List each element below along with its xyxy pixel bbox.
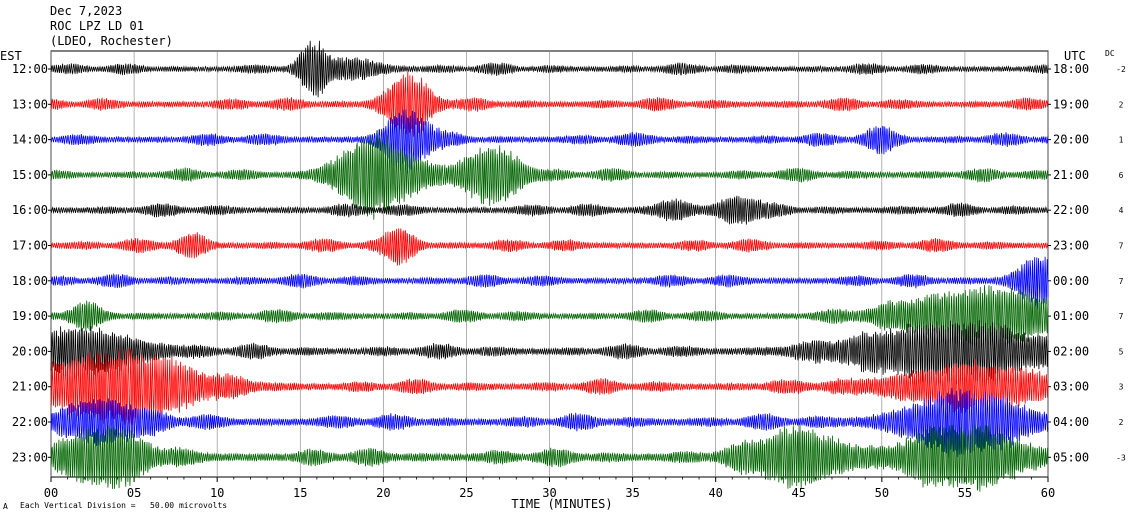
dc-offset-value: -3 <box>1116 453 1126 462</box>
x-axis-label: TIME (MINUTES) <box>511 497 612 511</box>
chart-date: Dec 7,2023 <box>50 4 123 18</box>
dc-offset-value: -2 <box>1116 65 1126 74</box>
est-hour-label: 19:00 <box>12 309 48 323</box>
est-hour-label: 23:00 <box>12 450 48 464</box>
dc-offset-value: 1 <box>1119 136 1124 145</box>
x-tick-label: 00 <box>44 486 58 500</box>
utc-hour-label: 04:00 <box>1053 415 1089 429</box>
trace-row-2000 <box>50 320 1049 384</box>
est-hour-label: 16:00 <box>12 203 48 217</box>
est-hour-label: 17:00 <box>12 239 48 253</box>
trace-row-1900 <box>50 285 1049 347</box>
utc-hour-label: 18:00 <box>1053 62 1089 76</box>
est-hour-label: 12:00 <box>12 62 48 76</box>
utc-hour-label: 01:00 <box>1053 309 1089 323</box>
trace-row-1300 <box>50 71 1049 137</box>
trace-row-1800 <box>50 256 1049 309</box>
trace-row-2100 <box>50 348 1049 425</box>
seismic-traces <box>50 40 1049 492</box>
dc-offset-label: DC <box>1105 49 1115 58</box>
utc-hour-label: 02:00 <box>1053 344 1089 358</box>
x-tick-label: 20 <box>376 486 390 500</box>
dc-offset-value: 2 <box>1119 418 1124 427</box>
utc-hour-label: 03:00 <box>1053 380 1089 394</box>
x-tick-label: 10 <box>210 486 224 500</box>
dc-offset-value: 4 <box>1119 206 1124 215</box>
dc-offset-value: 2 <box>1119 100 1124 109</box>
scale-mark: A <box>3 502 8 511</box>
chart-network: (LDEO, Rochester) <box>50 34 173 48</box>
utc-hour-label: 19:00 <box>1053 97 1089 111</box>
trace-row-1200 <box>50 40 1049 98</box>
dc-offset-value: 7 <box>1119 277 1124 286</box>
trace-row-1600 <box>50 195 1049 225</box>
x-tick-label: 30 <box>542 486 556 500</box>
utc-hour-label: 22:00 <box>1053 203 1089 217</box>
utc-hour-label: 21:00 <box>1053 168 1089 182</box>
trace-row-1400 <box>50 109 1049 174</box>
chart-station: ROC LPZ LD 01 <box>50 19 144 33</box>
x-tick-label: 60 <box>1041 486 1055 500</box>
trace-row-1500 <box>50 130 1049 220</box>
dc-offset-value: 5 <box>1119 347 1124 356</box>
dc-offset-value: 7 <box>1119 242 1124 251</box>
est-hour-label: 13:00 <box>12 97 48 111</box>
utc-hour-label: 05:00 <box>1053 450 1089 464</box>
x-tick-label: 50 <box>875 486 889 500</box>
est-hour-label: 20:00 <box>12 344 48 358</box>
dc-offset-value: 3 <box>1119 383 1124 392</box>
x-tick-label: 40 <box>708 486 722 500</box>
utc-hour-label: 23:00 <box>1053 239 1089 253</box>
est-hour-label: 14:00 <box>12 133 48 147</box>
x-tick-label: 25 <box>459 486 473 500</box>
x-tick-label: 05 <box>127 486 141 500</box>
x-tick-label: 15 <box>293 486 307 500</box>
dc-offset-value: 6 <box>1119 171 1124 180</box>
utc-hour-label: 20:00 <box>1053 133 1089 147</box>
est-hour-label: 21:00 <box>12 380 48 394</box>
left-timezone-label: EST <box>0 49 22 63</box>
x-tick-label: 35 <box>625 486 639 500</box>
utc-hour-label: 00:00 <box>1053 274 1089 288</box>
x-tick-label: 45 <box>792 486 806 500</box>
est-hour-label: 18:00 <box>12 274 48 288</box>
est-hour-label: 22:00 <box>12 415 48 429</box>
est-hour-label: 15:00 <box>12 168 48 182</box>
x-tick-label: 55 <box>958 486 972 500</box>
trace-row-2200 <box>50 387 1049 458</box>
scale-note: Each Vertical Division = 50.00 microvolt… <box>20 501 228 510</box>
trace-row-2300 <box>50 424 1049 492</box>
trace-row-1700 <box>50 228 1049 266</box>
dc-offset-value: 7 <box>1119 312 1124 321</box>
right-timezone-label: UTC <box>1064 49 1086 63</box>
